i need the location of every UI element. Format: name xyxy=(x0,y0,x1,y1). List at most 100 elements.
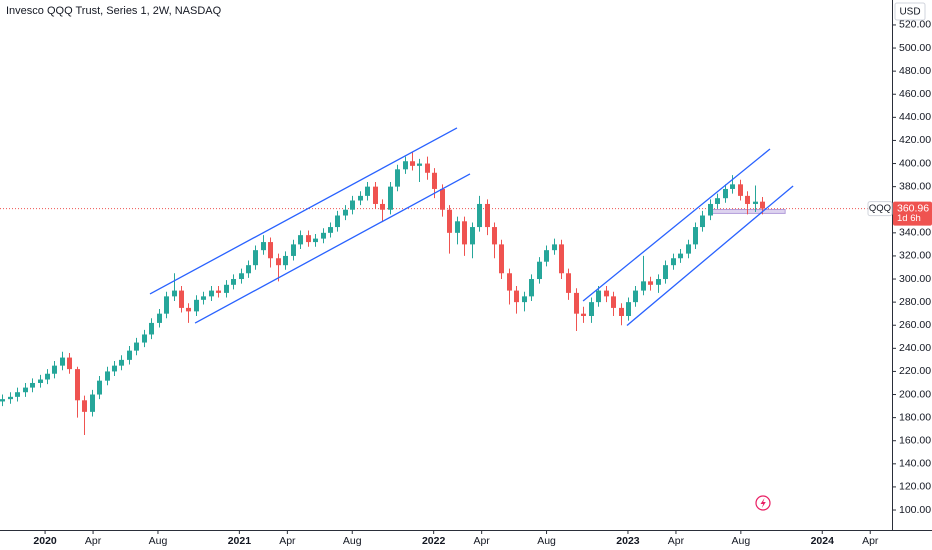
candle-body xyxy=(529,279,534,297)
y-tick-label: 500.00 xyxy=(899,42,931,54)
candle-body xyxy=(179,290,184,308)
candle-body xyxy=(619,307,624,316)
candle-body xyxy=(425,163,430,173)
candle-body xyxy=(700,215,705,228)
candle-body xyxy=(335,215,340,228)
symbol-label: QQQ xyxy=(869,203,891,214)
price-tag-countdown: 1d 6h xyxy=(897,213,921,224)
y-tick-label: 260.00 xyxy=(899,319,931,331)
candle-body xyxy=(738,184,743,196)
candle-body xyxy=(105,371,110,381)
x-tick-label: Apr xyxy=(473,535,490,547)
candle-body xyxy=(753,201,758,204)
x-tick-label: 2020 xyxy=(33,535,57,547)
candle-body xyxy=(648,281,653,285)
candle-body xyxy=(760,201,765,209)
candle-body xyxy=(127,350,132,360)
candle-body xyxy=(164,296,169,314)
candle-body xyxy=(730,184,735,189)
candle-body xyxy=(15,392,20,397)
candle-body xyxy=(477,203,482,228)
y-tick-label: 340.00 xyxy=(899,227,931,239)
candle-body xyxy=(224,284,229,293)
candle-body xyxy=(328,227,333,233)
candle-body xyxy=(216,290,221,293)
candle-body xyxy=(380,203,385,210)
candle-body xyxy=(745,195,750,204)
candle-body xyxy=(403,161,408,170)
candle-body xyxy=(350,200,355,210)
price-tag xyxy=(893,201,932,226)
candle-body xyxy=(157,313,162,323)
candle-body xyxy=(656,279,661,285)
candle-body xyxy=(417,163,422,166)
candle-body xyxy=(8,396,13,400)
candle-body xyxy=(596,290,601,303)
candle-body xyxy=(82,400,87,412)
candle-body xyxy=(566,273,571,293)
symbol-tag xyxy=(867,201,893,217)
chart-title: Invesco QQQ Trust, Series 1, 2W, NASDAQ xyxy=(6,5,222,17)
x-tick-label: Aug xyxy=(537,535,556,547)
x-tick-label: 2024 xyxy=(811,535,835,547)
trendline xyxy=(194,173,471,324)
candle-body xyxy=(67,357,72,370)
candle-body xyxy=(30,382,35,388)
currency: USD xyxy=(899,7,920,18)
candle-body xyxy=(544,250,549,262)
lightning-icon[interactable] xyxy=(755,495,771,511)
candle-body xyxy=(678,253,683,259)
candle-body xyxy=(75,369,80,401)
y-tick-label: 300.00 xyxy=(899,273,931,285)
candle-body xyxy=(52,365,57,374)
candle-body xyxy=(283,255,288,266)
y-tick-label: 380.00 xyxy=(899,180,931,192)
y-tick-label: 200.00 xyxy=(899,388,931,400)
y-tick-label: 140.00 xyxy=(899,458,931,470)
candle-body xyxy=(231,279,236,285)
currency-box[interactable] xyxy=(894,2,926,21)
candle-body xyxy=(462,221,467,245)
y-tick-label: 280.00 xyxy=(899,296,931,308)
y-tick-label: 440.00 xyxy=(899,111,931,123)
candle-body xyxy=(365,186,370,196)
candle-body xyxy=(306,235,311,243)
candle-body xyxy=(410,161,415,166)
candle-body xyxy=(447,209,452,233)
candle-body xyxy=(440,188,445,210)
candle-body xyxy=(45,373,50,380)
x-tick-label: Apr xyxy=(862,535,879,547)
x-tick-label: Apr xyxy=(279,535,296,547)
x-tick-label: Apr xyxy=(85,535,102,547)
candle-body xyxy=(60,357,65,366)
candle-body xyxy=(373,186,378,204)
x-tick-label: 2021 xyxy=(228,535,252,547)
candle-body xyxy=(23,387,28,393)
candle-body xyxy=(112,365,117,372)
candle-body xyxy=(708,203,713,216)
candle-body xyxy=(358,195,363,201)
y-tick-label: 460.00 xyxy=(899,88,931,100)
axes: 100.00 120.00 140.00 160.00 180.00 200.00 220.… xyxy=(33,19,932,547)
y-tick-label: 420.00 xyxy=(899,134,931,146)
y-tick-label: 480.00 xyxy=(899,65,931,77)
candle-body xyxy=(671,258,676,266)
candle-body xyxy=(239,273,244,280)
y-tick-label: 120.00 xyxy=(899,481,931,493)
candle-body xyxy=(172,290,177,297)
candle-body xyxy=(253,250,258,266)
candle-body xyxy=(142,334,147,343)
candle-body xyxy=(276,258,281,266)
candle-body xyxy=(514,290,519,303)
candle-body xyxy=(723,188,728,199)
candle-body xyxy=(209,290,214,297)
candle-body xyxy=(507,273,512,291)
candle-body xyxy=(395,169,400,187)
candle-body xyxy=(552,244,557,251)
candle-body xyxy=(134,342,139,351)
candle-body xyxy=(119,359,124,366)
y-tick-label: 320.00 xyxy=(899,250,931,262)
candle-body xyxy=(321,232,326,239)
